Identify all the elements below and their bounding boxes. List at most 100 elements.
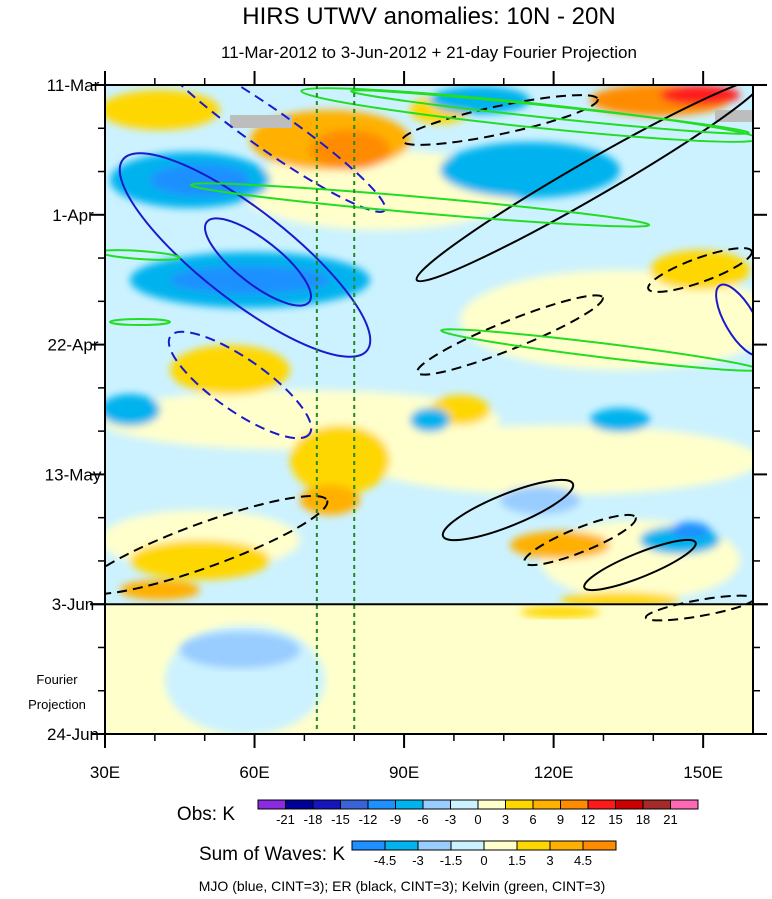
plot-area	[105, 85, 753, 734]
kelvin-contour	[189, 182, 651, 228]
colorbar-swatch	[670, 799, 699, 810]
field-patch	[360, 425, 753, 495]
colorbar-label: -6	[417, 812, 429, 827]
y-tick-label: 3-Jun	[52, 595, 95, 614]
y-tick-label: 13-May	[45, 465, 102, 484]
colorbar-swatch	[483, 840, 518, 851]
y-tick-label: 22-Apr	[47, 336, 98, 355]
field-patch	[660, 85, 740, 105]
field-patch	[290, 425, 390, 495]
colorbar-label: 0	[480, 853, 487, 868]
field-patch	[500, 486, 580, 514]
colorbar-swatch	[582, 840, 617, 851]
contour-legend: MJO (blue, CINT=3); ER (black, CINT=3); …	[199, 878, 606, 894]
obs-anomaly-field	[105, 85, 753, 608]
er-contour	[415, 85, 753, 283]
colorbar-swatch	[642, 799, 671, 810]
chart-subtitle: 11-Mar-2012 to 3-Jun-2012 + 21-day Fouri…	[221, 43, 637, 62]
colorbar-swatch	[285, 799, 314, 810]
colorbar-swatch	[450, 799, 479, 810]
colorbar-label: 12	[581, 812, 595, 827]
kelvin-contour	[350, 89, 750, 135]
field-patch	[460, 270, 753, 370]
field-patch	[510, 531, 610, 559]
x-axis: 30E 60E 90E 120E 150E	[90, 71, 723, 782]
colorbar-swatch	[450, 840, 485, 851]
field-patch	[170, 266, 330, 294]
field-patch	[130, 540, 270, 580]
kelvin-contour	[440, 328, 753, 372]
colorbar-swatch	[257, 799, 286, 810]
y-axis: 11-Mar 1-Apr 22-Apr 13-May 3-Jun 24-Jun	[45, 76, 767, 744]
colorbar-swatch	[615, 799, 644, 810]
colorbar-label: -1.5	[440, 853, 462, 868]
colorbar-label: 18	[636, 812, 650, 827]
colorbar-label: 0	[474, 812, 481, 827]
x-tick-label: 90E	[389, 763, 419, 782]
colorbar-swatch	[587, 799, 616, 810]
mjo-contour	[204, 217, 312, 307]
field-patch	[590, 408, 650, 432]
field-patch	[105, 390, 500, 450]
colorbar-swatch	[340, 799, 369, 810]
colorbar-swatch	[351, 840, 386, 851]
plot-frame	[104, 84, 754, 735]
er-contours	[105, 85, 753, 622]
kelvin-contours	[105, 87, 753, 372]
er-contour	[416, 294, 604, 376]
er-contour	[401, 94, 599, 146]
colorbar-swatch	[477, 799, 506, 810]
x-tick-label: 30E	[90, 763, 120, 782]
colorbar-label: -18	[304, 812, 323, 827]
colorbar-label: 21	[663, 812, 677, 827]
field-patch	[670, 522, 710, 538]
colorbar-label: 3	[546, 853, 553, 868]
er-contour	[105, 494, 329, 596]
obs-colorbar: -21 -18 -15 -12 -9 -6 -3 0 3 6 9 12 15 18 21	[257, 799, 699, 827]
field-patch	[650, 250, 750, 290]
colorbar-label: 15	[608, 812, 622, 827]
forecast-patch	[180, 632, 300, 668]
colorbar-swatch	[560, 799, 589, 810]
colorbar-swatch	[505, 799, 534, 810]
forecast-label-line-1: Fourier	[36, 672, 78, 687]
colorbar-label: -3	[412, 853, 424, 868]
field-patch	[170, 345, 290, 395]
x-tick-label: 60E	[239, 763, 269, 782]
mjo-contour	[167, 330, 313, 440]
er-contour	[441, 478, 575, 542]
er-contour	[523, 513, 637, 567]
field-patch	[150, 164, 250, 196]
colorbar-swatch	[549, 840, 584, 851]
mjo-contour	[118, 152, 372, 358]
colorbar-swatch	[532, 799, 561, 810]
colorbar-label: 6	[529, 812, 536, 827]
er-contour	[583, 538, 697, 592]
colorbar-label: -9	[390, 812, 402, 827]
waves-colorbar-title: Sum of Waves: K	[199, 844, 345, 865]
field-patch	[440, 142, 620, 198]
field-patch	[300, 485, 360, 515]
colorbar-label: -15	[331, 812, 350, 827]
colorbar-label: 9	[557, 812, 564, 827]
waves-colorbar: -4.5 -3 -1.5 0 1.5 3 4.5	[351, 840, 617, 868]
colorbar-label: -4.5	[374, 853, 396, 868]
colorbar-swatch	[417, 840, 452, 851]
colorbar-swatch	[395, 799, 424, 810]
er-contour	[644, 594, 753, 622]
y-tick-label: 11-Mar	[47, 76, 100, 95]
y-tick-label: 24-Jun	[47, 725, 99, 744]
field-patch	[410, 408, 450, 432]
forecast-patch	[520, 606, 600, 618]
colorbar-swatch	[422, 799, 451, 810]
missing-data-patch	[230, 115, 292, 128]
colorbar-label: 1.5	[508, 853, 526, 868]
field-patch	[105, 394, 160, 426]
kelvin-contour	[109, 318, 171, 326]
colorbar-swatch	[312, 799, 341, 810]
forecast-field	[105, 603, 753, 734]
field-patch	[310, 130, 390, 170]
y-tick-label: 1-Apr	[52, 206, 94, 225]
er-contour	[647, 247, 753, 293]
